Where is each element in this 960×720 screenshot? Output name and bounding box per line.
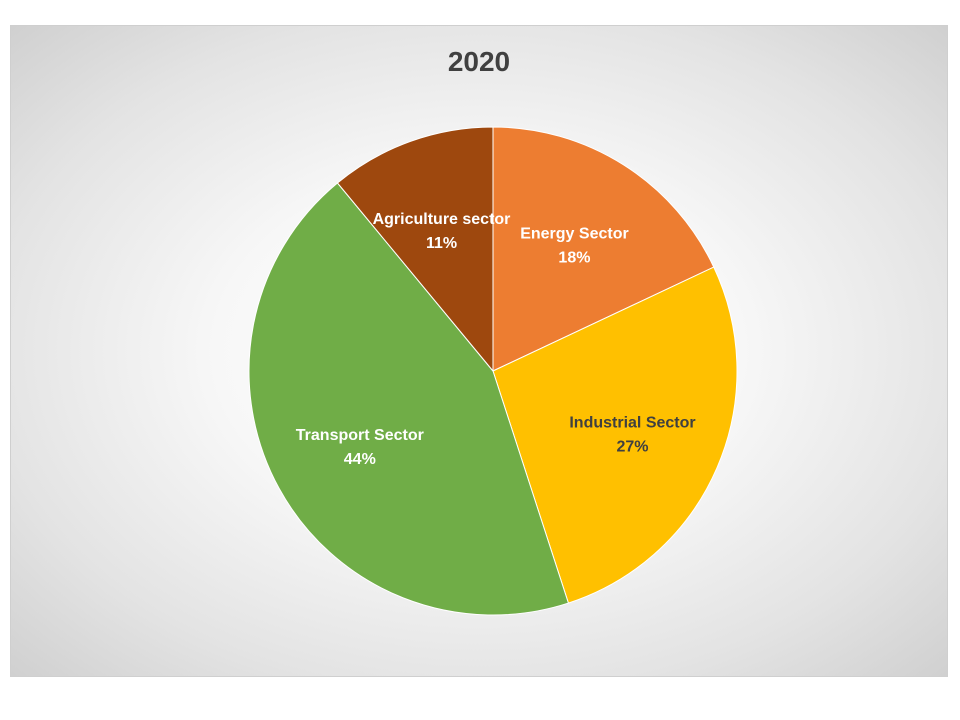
slice-label-industrial-sector: Industrial Sector xyxy=(569,414,695,431)
pie-chart: Energy Sector 18% Industrial Sector 27% Tran… xyxy=(248,126,738,616)
slice-label-transport-sector: Transport Sector xyxy=(296,427,424,444)
slice-value-industrial-sector: 27% xyxy=(616,438,648,455)
slice-value-transport-sector: 44% xyxy=(344,451,376,468)
chart-area: 2020 Energy Sector 18% Industrial Sector 27… xyxy=(10,25,948,677)
slice-value-energy-sector: 18% xyxy=(558,250,590,267)
slice-label-energy-sector: Energy Sector xyxy=(520,226,628,243)
chart-title: 2020 xyxy=(447,46,511,77)
pie-slice-industrial-sector xyxy=(492,266,738,604)
slice-label-agriculture-sector: Agriculture sector xyxy=(373,211,511,228)
pie-slice-transport-sector xyxy=(248,182,570,616)
slice-value-agriculture-sector: 11% xyxy=(426,235,457,252)
pie-slice-energy-sector xyxy=(492,126,715,372)
pie-slice-agriculture-sector xyxy=(336,126,494,373)
